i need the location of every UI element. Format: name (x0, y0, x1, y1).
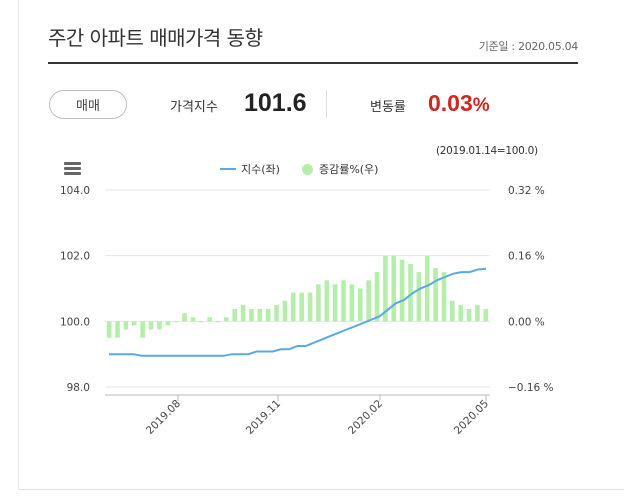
price-index-label: 가격지수 (170, 100, 218, 115)
trade-type-button[interactable]: 매매 (49, 90, 127, 119)
legend-item-change[interactable]: 증감률%(우) (301, 161, 379, 177)
change-rate-unit: % (472, 95, 490, 116)
card-frame (18, 0, 624, 490)
dot-swatch-icon (301, 163, 313, 175)
change-rate-number: 0.03 (428, 90, 473, 116)
page-title: 주간 아파트 매매가격 동향 (48, 26, 263, 50)
chart-legend: 지수(좌) 증감률%(우) (220, 161, 400, 177)
legend-label-index: 지수(좌) (241, 163, 280, 176)
title-divider (48, 62, 578, 64)
metric-divider (326, 90, 327, 118)
chart-base-note: (2019.01.14=100.0) (436, 145, 538, 157)
price-index-value: 101.6 (244, 89, 307, 117)
legend-label-change: 증감률%(우) (318, 163, 379, 176)
base-date: 기준일 : 2020.05.04 (478, 40, 579, 53)
line-swatch-icon (220, 168, 236, 170)
chart-menu-icon[interactable] (64, 162, 81, 176)
legend-item-index[interactable]: 지수(좌) (220, 161, 280, 177)
change-rate-value: 0.03% (428, 90, 490, 117)
change-rate-label: 변동률 (370, 100, 406, 115)
